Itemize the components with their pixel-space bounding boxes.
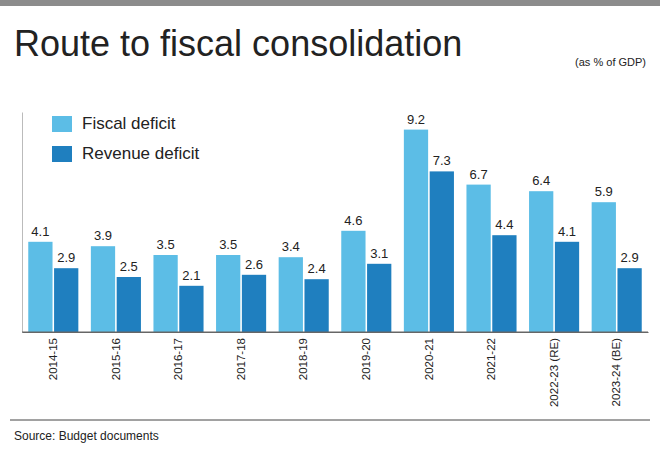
data-label: 5.9 <box>595 184 613 199</box>
legend-swatch <box>52 146 72 162</box>
x-tick: 2019-20 <box>360 332 372 380</box>
data-label: 9.2 <box>407 112 425 127</box>
bar <box>466 185 490 332</box>
data-label: 2.1 <box>182 268 200 283</box>
legend-item: Revenue deficit <box>52 144 199 163</box>
x-tick: 2015-16 <box>110 332 122 380</box>
x-tick-label: 2018-19 <box>297 338 309 380</box>
x-tick-label: 2014-15 <box>47 338 59 380</box>
bar <box>153 255 177 332</box>
x-tick-label: 2016-17 <box>172 338 184 380</box>
y-axis-line <box>22 113 23 333</box>
bar <box>555 242 579 332</box>
y-axis <box>22 113 24 333</box>
x-tick: 2018-19 <box>297 332 309 380</box>
bar <box>341 231 365 332</box>
bottom-rule <box>10 420 650 421</box>
data-label: 2.9 <box>57 250 75 265</box>
bar <box>279 257 303 332</box>
x-tick-label: 2020-21 <box>423 338 435 380</box>
baseline <box>22 332 648 333</box>
data-label: 7.3 <box>433 153 451 168</box>
data-label: 2.5 <box>120 259 138 274</box>
x-tick: 2022-23 (RE) <box>548 332 560 407</box>
x-tick: 2023-24 (BE) <box>610 332 622 406</box>
data-label: 6.7 <box>470 167 488 182</box>
data-label: 4.4 <box>495 217 513 232</box>
x-tick-label: 2023-24 (BE) <box>610 338 622 407</box>
data-label: 2.6 <box>245 257 263 272</box>
legend: Fiscal deficit Revenue deficit <box>52 114 199 163</box>
legend-item: Fiscal deficit <box>52 114 176 133</box>
subtitle: (as % of GDP) <box>575 56 646 68</box>
bar <box>617 268 641 332</box>
bar <box>430 171 454 332</box>
data-label: 2.4 <box>308 261 326 276</box>
bar <box>28 242 52 332</box>
plot-area <box>28 130 641 332</box>
data-label: 3.9 <box>94 228 112 243</box>
bar <box>117 277 141 332</box>
x-tick: 2016-17 <box>172 332 184 380</box>
x-tick: 2020-21 <box>423 332 435 380</box>
top-rule <box>0 0 660 6</box>
legend-swatch <box>52 116 72 132</box>
legend-label: Revenue deficit <box>82 144 199 163</box>
data-label: 3.5 <box>219 237 237 252</box>
x-tick-label: 2021-22 <box>485 338 497 380</box>
x-axis-line <box>23 332 649 333</box>
bar <box>242 275 266 332</box>
bar-series <box>28 130 616 332</box>
data-label: 3.1 <box>370 246 388 261</box>
x-tick-label: 2017-18 <box>235 338 247 380</box>
data-labels: 4.1 3.9 3.5 3.5 3.4 4.6 9.2 6.7 6.4 5.9 2.9 2.5 2.1 2… <box>31 112 638 283</box>
x-tick-label: 2015-16 <box>110 338 122 380</box>
data-label: 2.9 <box>621 250 639 265</box>
x-tick: 2017-18 <box>235 332 247 380</box>
bar <box>179 286 203 332</box>
bar <box>54 268 78 332</box>
title: Route to fiscal consolidation <box>14 23 462 64</box>
bar <box>216 255 240 332</box>
bar <box>404 130 428 332</box>
bar <box>304 279 328 332</box>
x-tick-label: 2022-23 (RE) <box>548 338 560 407</box>
data-label: 4.6 <box>344 213 362 228</box>
bar <box>529 191 553 332</box>
data-label: 4.1 <box>31 224 49 239</box>
data-label: 4.1 <box>558 224 576 239</box>
source: Source: Budget documents <box>14 429 159 443</box>
data-label: 3.5 <box>157 237 175 252</box>
x-axis: 2014-15 2015-16 2016-17 2017-18 2018-19 2019-… <box>23 332 649 407</box>
x-tick-label: 2019-20 <box>360 338 372 380</box>
bar <box>492 235 516 332</box>
legend-label: Fiscal deficit <box>82 114 176 133</box>
bar <box>592 202 616 332</box>
bar-series <box>54 171 642 332</box>
bar <box>367 264 391 332</box>
x-tick: 2021-22 <box>485 332 497 380</box>
data-label: 3.4 <box>282 239 300 254</box>
x-tick: 2014-15 <box>47 332 59 380</box>
bar <box>91 246 115 332</box>
data-label: 6.4 <box>532 173 550 188</box>
